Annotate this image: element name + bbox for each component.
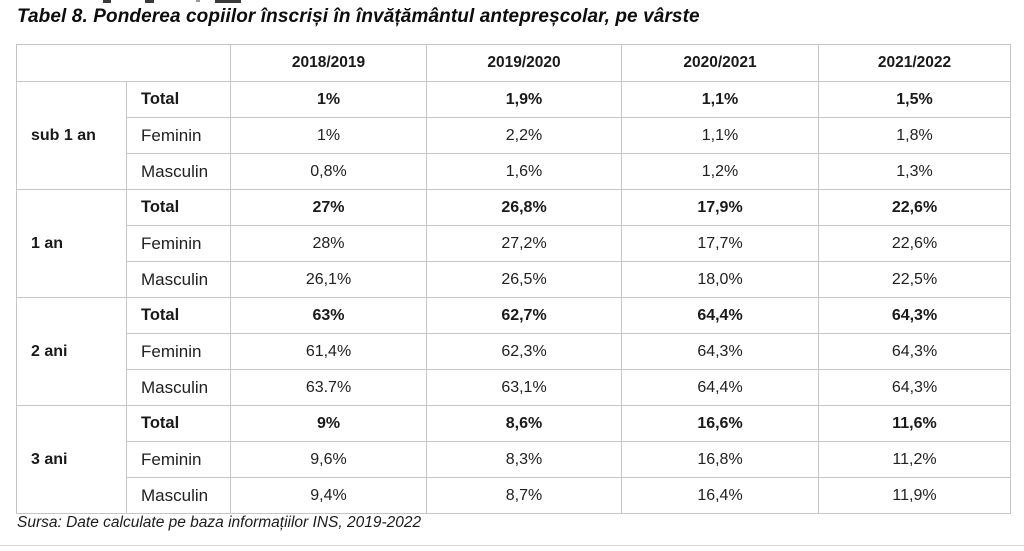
value-cell: 11,6% [818,405,1011,442]
table-row: sub 1 an Total 1% 1,9% 1,1% 1,5% [16,81,1011,190]
value-cell: 9,4% [230,477,427,514]
value-cell: 1,1% [621,117,819,154]
table-row: Feminin 9,6% 8,3% 16,8% 11,2% [17,441,1011,478]
value-cell: 1,6% [426,153,622,190]
age-group-label-2-ani: 2 ani [16,297,127,406]
row-label: Total [126,189,231,226]
row-label: Feminin [126,441,231,478]
row-label: Total [126,405,231,442]
value-cell: 0,8% [230,153,427,190]
table-row: 2 ani Total 63% 62,7% 64,4% 64,3% [16,297,1011,406]
value-cell: 2,2% [426,117,622,154]
value-cell: 1% [230,117,427,154]
value-cell: 64,3% [621,333,819,370]
value-cell: 28% [230,225,427,262]
cropped-text-artifact [215,0,241,3]
row-label: Feminin [126,225,231,262]
row-label: Masculin [126,369,231,406]
value-cell: 64,4% [621,297,819,334]
table-row: Feminin 61,4% 62,3% 64,3% 64,3% [17,333,1011,370]
value-cell: 1,2% [621,153,819,190]
value-cell: 63% [230,297,427,334]
value-cell: 22,6% [818,189,1011,226]
cropped-text-artifact [196,0,200,2]
table-row: 1 an Total 27% 26,8% 17,9% 22,6% [16,189,1011,298]
value-cell: 62,3% [426,333,622,370]
row-label: Feminin [126,117,231,154]
cropped-text-artifact [103,0,111,3]
value-cell: 16,8% [621,441,819,478]
value-cell: 22,5% [818,261,1011,298]
value-cell: 9% [230,405,427,442]
value-cell: 22,6% [818,225,1011,262]
value-cell: 18,0% [621,261,819,298]
source-note: Sursa: Date calculate pe baza informații… [17,514,422,531]
value-cell: 17,9% [621,189,819,226]
value-cell: 62,7% [426,297,622,334]
value-cell: 1,1% [621,81,819,118]
row-label: Total [126,81,231,118]
table-header-row: 2018/2019 2019/2020 2020/2021 2021/2022 [16,44,1011,82]
table-row: Masculin 0,8% 1,6% 1,2% 1,3% [17,153,1011,190]
table-row: Feminin 28% 27,2% 17,7% 22,6% [17,225,1011,262]
page-divider [0,545,1024,546]
value-cell: 64,4% [621,369,819,406]
value-cell: 8,3% [426,441,622,478]
value-cell: 1% [230,81,427,118]
value-cell: 63.7% [230,369,427,406]
age-group-label-3-ani: 3 ani [16,405,127,514]
value-cell: 1,5% [818,81,1011,118]
row-label: Masculin [126,153,231,190]
value-cell: 11,9% [818,477,1011,514]
year-header-2021-2022: 2021/2022 [818,44,1011,82]
year-header-2019-2020: 2019/2020 [426,44,622,82]
value-cell: 1,8% [818,117,1011,154]
value-cell: 26,5% [426,261,622,298]
value-cell: 11,2% [818,441,1011,478]
value-cell: 61,4% [230,333,427,370]
value-cell: 9,6% [230,441,427,478]
cropped-text-artifact [145,0,154,3]
value-cell: 16,6% [621,405,819,442]
row-label: Total [126,297,231,334]
year-header-2018-2019: 2018/2019 [230,44,427,82]
table-row: Masculin 26,1% 26,5% 18,0% 22,5% [17,261,1011,298]
table-row: Masculin 9,4% 8,7% 16,4% 11,9% [17,477,1011,514]
value-cell: 1,9% [426,81,622,118]
value-cell: 26,8% [426,189,622,226]
value-cell: 17,7% [621,225,819,262]
value-cell: 8,6% [426,405,622,442]
value-cell: 16,4% [621,477,819,514]
row-label: Masculin [126,477,231,514]
row-label: Masculin [126,261,231,298]
value-cell: 26,1% [230,261,427,298]
value-cell: 27% [230,189,427,226]
data-table: 2018/2019 2019/2020 2020/2021 2021/2022 … [16,44,1011,514]
table-title: Tabel 8. Ponderea copiilor înscriși în î… [17,6,700,27]
table-row: 3 ani Total 9% 8,6% 16,6% 11,6% [16,405,1011,514]
value-cell: 64,3% [818,369,1011,406]
year-header-2020-2021: 2020/2021 [621,44,819,82]
value-cell: 27,2% [426,225,622,262]
value-cell: 1,3% [818,153,1011,190]
value-cell: 63,1% [426,369,622,406]
age-group-label-sub-1-an: sub 1 an [16,81,127,190]
table-row: Masculin 63.7% 63,1% 64,4% 64,3% [17,369,1011,406]
table-row: Feminin 1% 2,2% 1,1% 1,8% [17,117,1011,154]
value-cell: 64,3% [818,297,1011,334]
value-cell: 8,7% [426,477,622,514]
age-group-label-1-an: 1 an [16,189,127,298]
value-cell: 64,3% [818,333,1011,370]
corner-cell [16,44,231,82]
row-label: Feminin [126,333,231,370]
